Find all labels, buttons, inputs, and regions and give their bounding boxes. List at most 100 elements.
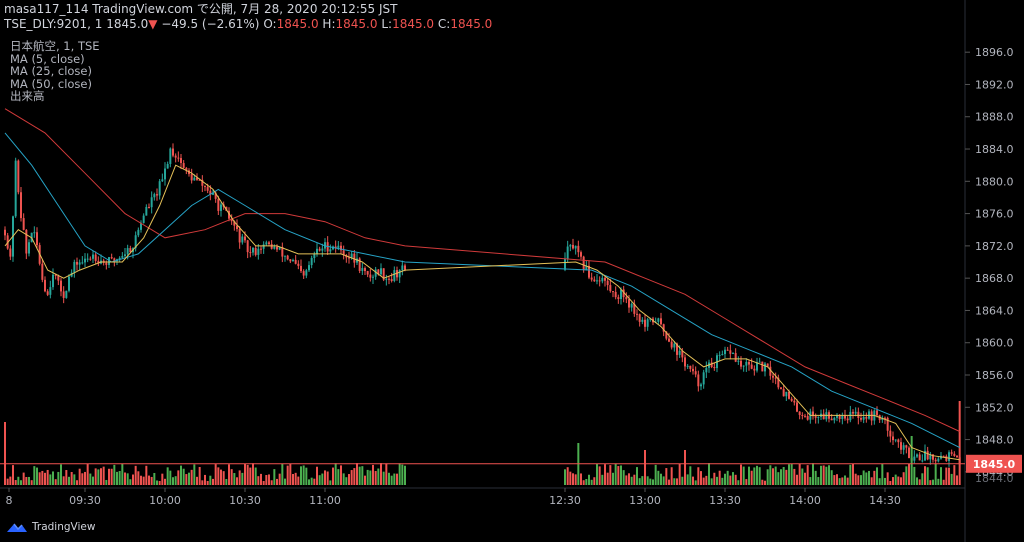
volume-bar <box>782 467 785 485</box>
volume-bar <box>292 473 294 485</box>
candle-body <box>190 174 193 181</box>
volume-bar <box>753 467 756 485</box>
candle-body <box>265 242 268 245</box>
volume-bar <box>358 466 361 485</box>
candle-body <box>718 354 721 356</box>
time-tick-label: 10:30 <box>229 494 261 507</box>
volume-bar <box>636 467 638 485</box>
volume-bar <box>588 474 590 485</box>
volume-bar <box>262 480 265 485</box>
volume-bar <box>870 477 873 485</box>
volume-bar <box>222 471 225 485</box>
candle-body <box>28 242 30 254</box>
candle-body <box>33 232 36 234</box>
volume-bar <box>852 463 854 485</box>
candle-body <box>137 229 140 236</box>
candle-body <box>209 190 212 195</box>
candle-body <box>180 158 182 164</box>
volume-bar <box>212 478 214 485</box>
volume-bar <box>889 480 892 485</box>
publish-info: masa117_114 TradingView.com で公開, 7月 28, … <box>4 2 398 16</box>
close-value: 1845.0 <box>450 17 493 31</box>
tradingview-branding[interactable]: TradingView <box>6 521 95 533</box>
candle-body <box>614 291 617 298</box>
candle-body <box>788 391 790 399</box>
candle-body <box>937 458 940 462</box>
candle-body <box>204 185 206 187</box>
volume-bar <box>614 463 617 485</box>
volume-bar <box>702 477 705 485</box>
candle-body <box>782 388 785 397</box>
volume-bar <box>908 463 910 485</box>
candle-body <box>318 248 321 251</box>
volume-bar <box>201 480 204 485</box>
candle-body <box>342 250 345 256</box>
volume-bar <box>70 472 73 485</box>
candle-body <box>145 206 148 216</box>
candle-body <box>198 179 201 181</box>
volume-bar <box>153 472 156 485</box>
candle-body <box>233 221 236 226</box>
candle-body <box>686 365 689 367</box>
volume-bar <box>60 464 62 485</box>
candle-body <box>52 274 54 288</box>
time-tick-label: 10:00 <box>149 494 181 507</box>
candle-body <box>84 258 86 263</box>
volume-bar <box>116 471 118 485</box>
volume-bar <box>740 464 742 485</box>
volume-bar <box>105 479 108 485</box>
candle-body <box>289 259 292 262</box>
volume-bar <box>676 478 678 485</box>
volume-bar <box>86 464 89 485</box>
legend-ma5[interactable]: MA (5, close) <box>10 51 85 66</box>
volume-bar <box>54 479 57 485</box>
price-tick-label: 1856.0 <box>975 369 1014 382</box>
low-label: L: <box>381 17 393 31</box>
candle-body <box>609 285 612 292</box>
candle-body <box>92 254 94 259</box>
candle-body <box>334 246 337 248</box>
time-tick-label: 14:00 <box>789 494 821 507</box>
candle-body <box>724 349 726 355</box>
candle-body <box>748 361 750 365</box>
volume-bar <box>905 466 908 485</box>
candle-body <box>665 331 668 339</box>
volume-bar <box>324 470 326 485</box>
candle-body <box>942 455 945 457</box>
volume-bar <box>657 470 660 485</box>
volume-bar <box>622 470 625 485</box>
volume-bar <box>678 463 681 485</box>
volume-bar <box>252 463 254 485</box>
candle-body <box>588 265 590 278</box>
volume-bar <box>140 475 142 485</box>
volume-bar <box>846 477 849 485</box>
volume-bar <box>566 467 569 485</box>
volume-bar <box>286 465 289 485</box>
candle-body <box>884 417 886 419</box>
volume-bar <box>113 464 116 485</box>
legend-series-name[interactable]: 日本航空, 1, TSE <box>10 39 100 53</box>
volume-bar <box>156 480 158 485</box>
candle-body <box>113 258 116 262</box>
volume-bar <box>164 478 166 485</box>
candle-body <box>838 415 841 419</box>
legend-volume[interactable]: 出来高 <box>10 89 45 103</box>
candle-body <box>628 299 630 308</box>
volume-bar <box>334 463 337 485</box>
candle-body <box>833 417 836 421</box>
candle-body <box>673 343 676 348</box>
volume-bar <box>569 471 572 485</box>
volume-bar <box>97 469 100 485</box>
volume-bar <box>84 471 86 485</box>
candle-body <box>668 338 670 342</box>
legend-ma50[interactable]: MA (50, close) <box>10 76 92 91</box>
volume-bar <box>366 469 369 485</box>
legend-ma25[interactable]: MA (25, close) <box>10 64 92 78</box>
candle-body <box>302 271 305 276</box>
candle-body <box>841 415 844 419</box>
volume-bar <box>758 467 761 485</box>
volume-bar <box>940 467 942 485</box>
last-price-badge-label: 1845.0 <box>973 458 1016 471</box>
candle-body <box>596 280 598 282</box>
